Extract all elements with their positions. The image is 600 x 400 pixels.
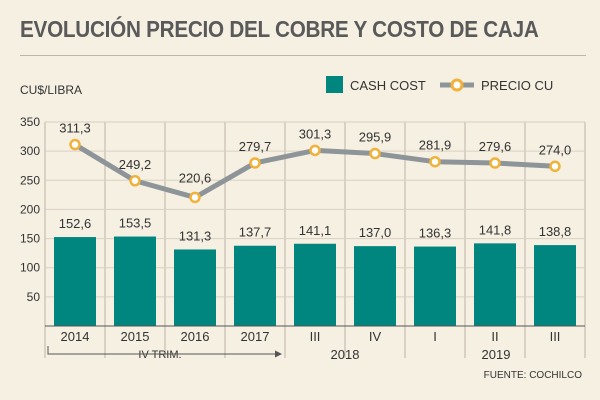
x-tick-label: 2016 [181,329,210,344]
x-tick-label: 2017 [241,329,270,344]
y-tick-label: 150 [20,232,40,246]
precio-cu-point [489,157,501,169]
chart-title: EVOLUCIÓN PRECIO DEL COBRE Y COSTO DE CA… [20,16,539,42]
cash-cost-value-label: 137,0 [359,225,392,240]
cash-cost-value-label: 138,8 [539,224,572,239]
precio-cu-point [69,138,81,151]
precio-cu-value-label: 249,2 [119,157,152,172]
y-axis-label: CU$/LIBRA [20,83,82,97]
legend-cash-cost-label: CASH COST [350,78,426,93]
precio-cu-value-label: 279,6 [479,139,512,154]
cash-cost-value-label: 153,5 [119,216,152,231]
title-divider [20,55,586,56]
precio-cu-point [129,175,141,187]
cash-cost-bar [54,237,96,326]
precio-cu-point [549,160,561,173]
precio-cu-point [249,157,261,169]
y-tick-label: 300 [20,144,40,158]
y-axis: 50 100 150 200 250 300 350 [20,115,40,304]
y-tick-label: 250 [20,173,40,187]
precio-cu-value-label: 220,6 [179,170,212,185]
x-tick-label: 2015 [121,329,150,344]
precio-cu-value-label: 281,9 [419,138,452,153]
x-axis: IV TRIM. 2018 2019 2014 2015 2016 2017 III IV… [45,325,585,362]
cash-cost-value-label: 137,7 [239,225,272,240]
x-tick-label: III [550,329,561,344]
cash-cost-bar [114,236,156,326]
cash-cost-bars [54,236,576,326]
precio-cu-point [429,155,441,168]
group-label-iv-trim: IV TRIM. [138,349,181,361]
group-label-2018: 2018 [331,347,360,362]
cash-cost-value-label: 131,3 [179,228,212,243]
cash-cost-value-label: 152,6 [59,216,92,231]
cash-cost-value-label: 141,8 [479,222,512,237]
source-note: FUENTE: COCHILCO [484,370,583,381]
precio-cu-value-label: 279,7 [239,139,272,154]
precio-cu-point [189,191,201,204]
cash-cost-value-label: 141,1 [299,223,332,238]
cash-cost-bar [174,249,216,326]
x-tick-label: IV [369,329,382,344]
precio-cu-point [369,147,381,160]
precio-cu-value-label: 301,3 [299,126,332,141]
cash-cost-bar [534,245,576,326]
x-tick-label: I [433,329,437,344]
cash-cost-bar [354,246,396,326]
legend-precio-marker [450,78,464,92]
iv-trim-arrow [275,350,282,358]
cash-cost-bar [234,245,276,326]
precio-cu-point [309,144,321,157]
y-tick-label: 350 [20,115,40,129]
cash-cost-bar [414,246,456,326]
cash-cost-bar [474,243,516,326]
group-label-2019: 2019 [482,347,511,362]
legend-precio-label: PRECIO CU [481,78,553,93]
cash-cost-bar [294,243,336,326]
x-tick-label: II [491,329,498,344]
precio-cu-line [69,138,561,204]
legend-cash-cost-swatch [326,76,343,93]
precio-cu-value-label: 295,9 [359,130,392,145]
y-tick-label: 50 [27,290,41,304]
data-labels: 152,6 153,5 131,3 137,7 141,1 137,0 136,3 141,8… [59,121,572,244]
x-tick-label: 2014 [61,329,90,344]
y-tick-label: 100 [20,261,40,275]
cash-cost-value-label: 136,3 [419,226,452,241]
precio-cu-value-label: 274,0 [539,142,572,157]
y-tick-label: 200 [20,202,40,216]
precio-cu-value-label: 311,3 [59,121,91,136]
x-tick-label: III [310,329,321,344]
iv-trim-bracket [47,346,276,355]
